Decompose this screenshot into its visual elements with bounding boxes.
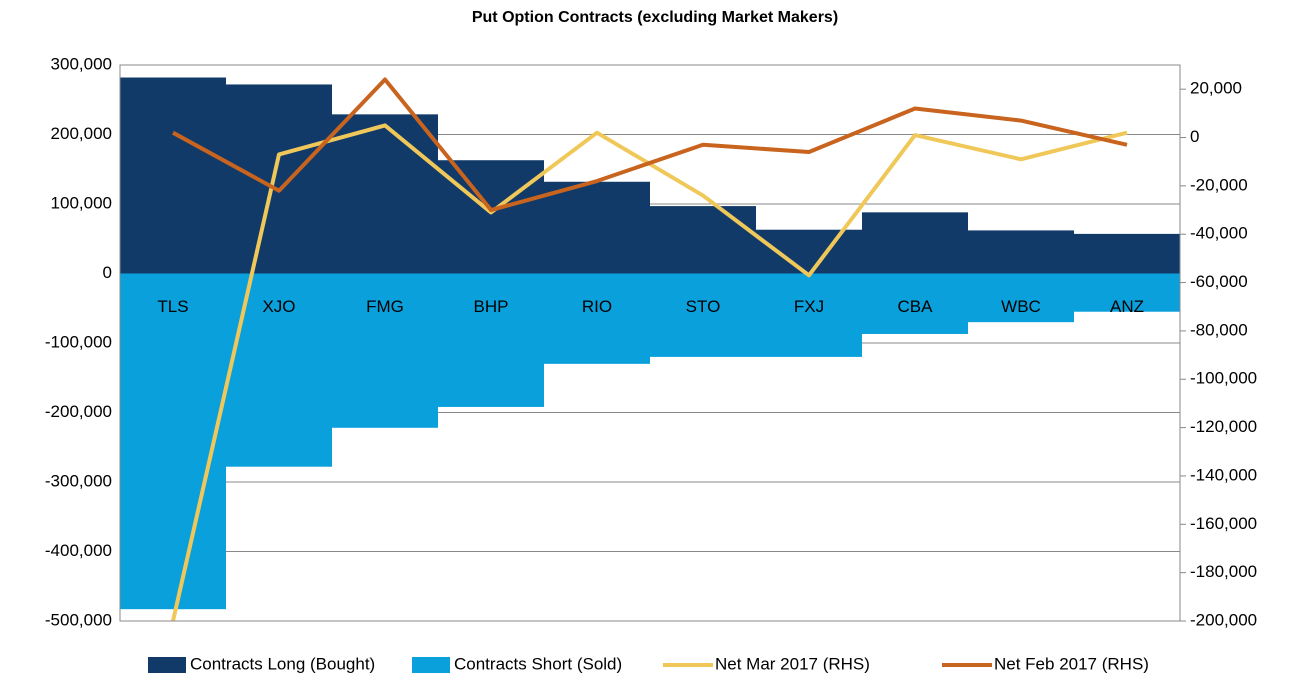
x-tick-label: RIO <box>582 297 612 316</box>
x-tick-label: ANZ <box>1110 297 1144 316</box>
y2-tick-label: -60,000 <box>1190 272 1248 291</box>
legend-swatch <box>148 657 186 673</box>
y-tick-label: -300,000 <box>45 471 112 490</box>
y2-tick-label: -160,000 <box>1190 514 1257 533</box>
plot-border <box>119 64 1181 622</box>
x-tick-label: TLS <box>157 297 188 316</box>
legend-swatch <box>412 657 450 673</box>
x-tick-label: WBC <box>1001 297 1041 316</box>
y2-tick-label: -20,000 <box>1190 175 1248 194</box>
bar <box>544 181 650 274</box>
legend-label: Contracts Short (Sold) <box>454 654 622 673</box>
x-tick-label: FXJ <box>794 297 824 316</box>
y2-tick-label: -120,000 <box>1190 417 1257 436</box>
bar <box>650 206 756 274</box>
bar <box>862 212 968 274</box>
y2-tick-label: 20,000 <box>1190 79 1242 98</box>
y-tick-label: -500,000 <box>45 610 112 629</box>
legend-label: Net Mar 2017 (RHS) <box>715 654 870 673</box>
y2-tick-label: -140,000 <box>1190 465 1257 484</box>
legend-label: Net Feb 2017 (RHS) <box>994 654 1149 673</box>
x-tick-label: BHP <box>474 297 509 316</box>
bar <box>438 273 544 407</box>
x-tick-label: XJO <box>262 297 295 316</box>
bar <box>650 273 756 357</box>
y-tick-label: -200,000 <box>45 402 112 421</box>
line <box>172 77 1128 213</box>
x-tick-label: CBA <box>898 297 934 316</box>
y2-tick-label: 0 <box>1190 127 1199 146</box>
x-tick-label: STO <box>686 297 721 316</box>
x-tick-label: FMG <box>366 297 404 316</box>
chart-title: Put Option Contracts (excluding Market M… <box>472 9 838 26</box>
bar <box>756 273 862 357</box>
bar <box>120 77 226 274</box>
bar <box>756 229 862 274</box>
bar <box>438 160 544 274</box>
bar <box>332 114 438 274</box>
bar <box>1074 273 1180 312</box>
y-tick-label: -100,000 <box>45 332 112 351</box>
bar <box>332 273 438 428</box>
y2-tick-label: -80,000 <box>1190 320 1248 339</box>
y2-tick-label: -180,000 <box>1190 562 1257 581</box>
bar <box>226 84 332 274</box>
legend-label: Contracts Long (Bought) <box>190 654 375 673</box>
bar <box>544 273 650 364</box>
bar <box>862 273 968 334</box>
bar <box>1074 233 1180 274</box>
y-tick-label: -400,000 <box>45 541 112 560</box>
bar <box>968 273 1074 323</box>
y2-tick-label: -40,000 <box>1190 224 1248 243</box>
y-tick-label: 200,000 <box>51 124 112 143</box>
y-tick-label: 100,000 <box>51 193 112 212</box>
y2-tick-label: -200,000 <box>1190 610 1257 629</box>
y-tick-label: 0 <box>103 263 112 282</box>
bar <box>968 230 1074 274</box>
bar <box>120 273 226 610</box>
y-tick-label: 300,000 <box>51 54 112 73</box>
y2-tick-label: -100,000 <box>1190 369 1257 388</box>
